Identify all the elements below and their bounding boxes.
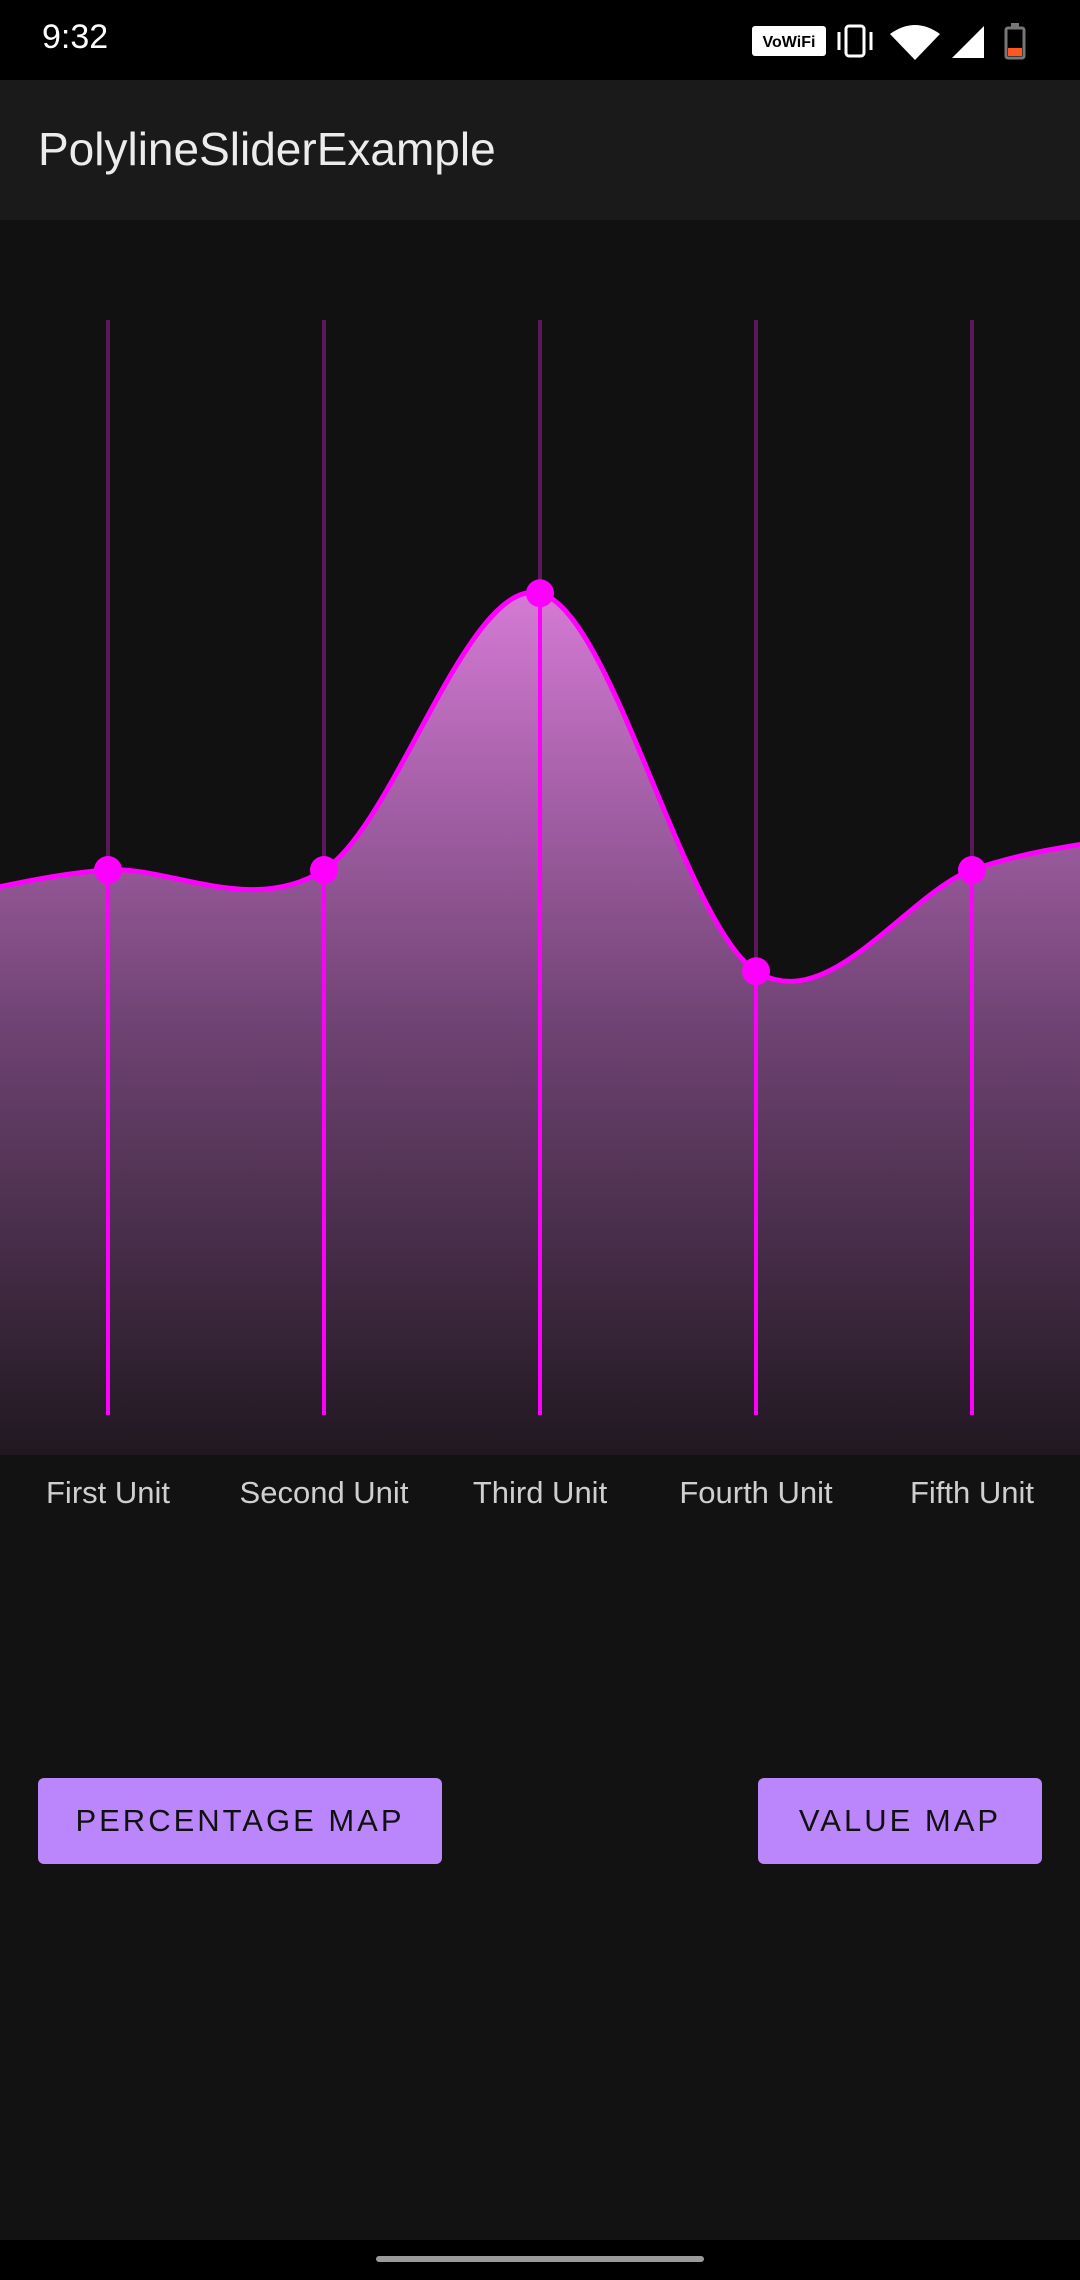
polyline-slider-chart[interactable]: [0, 220, 1080, 1455]
vibrate-icon: [837, 24, 873, 58]
status-icons: VoWiFi: [752, 23, 1026, 60]
unit-label-2: Second Unit: [239, 1475, 409, 1510]
slider-thumb-1[interactable]: [94, 856, 122, 884]
unit-label-1: First Unit: [46, 1475, 170, 1510]
chart-svg[interactable]: [0, 220, 1080, 1455]
signal-icon: [952, 26, 984, 58]
unit-label-5: Fifth Unit: [909, 1475, 1035, 1510]
slider-thumb-3[interactable]: [526, 579, 554, 608]
battery-icon: [1004, 23, 1026, 60]
value-map-button[interactable]: VALUE MAP: [758, 1778, 1042, 1864]
app-title: PolylineSliderExample: [38, 123, 496, 175]
home-gesture-handle[interactable]: [376, 2256, 704, 2262]
slider-thumb-4[interactable]: [742, 957, 770, 986]
vowifi-icon: VoWiFi: [752, 26, 826, 56]
app-bar: PolylineSliderExample: [0, 80, 1080, 220]
status-bar: 9:32 VoWiFi: [0, 0, 1080, 80]
unit-label-4: Fourth Unit: [679, 1475, 833, 1510]
vowifi-text: VoWiFi: [763, 34, 816, 51]
unit-label-3: Third Unit: [472, 1475, 608, 1510]
percentage-map-button[interactable]: PERCENTAGE MAP: [38, 1778, 442, 1864]
status-time: 9:32: [42, 18, 109, 56]
wifi-icon: [890, 25, 940, 60]
slider-thumb-2[interactable]: [310, 856, 338, 884]
navigation-bar: [0, 2240, 1080, 2280]
slider-thumb-5[interactable]: [958, 856, 986, 884]
